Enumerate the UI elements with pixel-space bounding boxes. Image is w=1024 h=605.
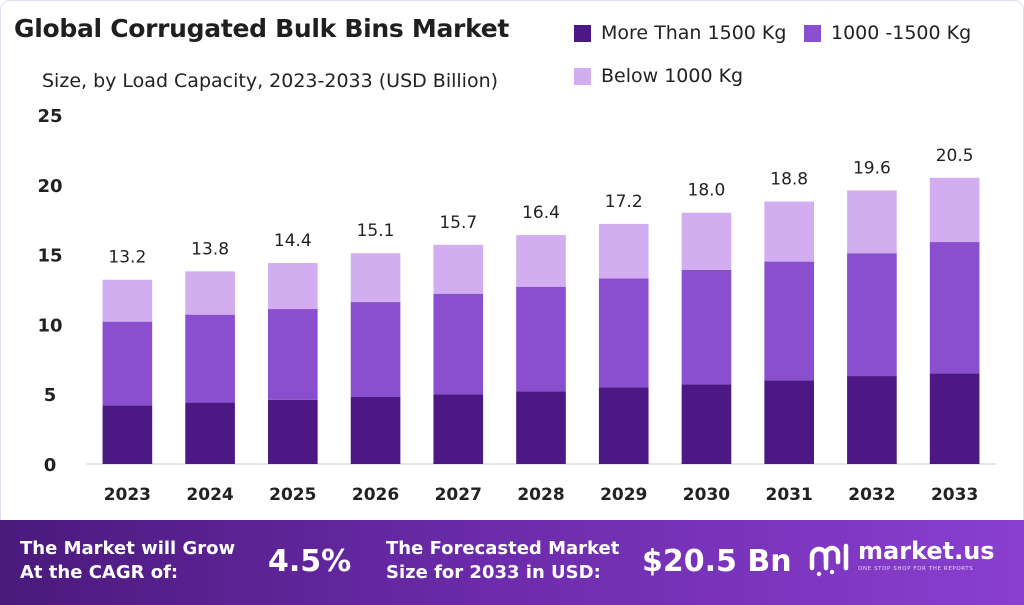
forecast-value: $20.5 Bn xyxy=(642,544,792,579)
forecast-label-line1: The Forecasted Market xyxy=(386,538,620,559)
chart-title: Global Corrugated Bulk Bins Market xyxy=(14,14,510,43)
bar-segment-2033-s2 xyxy=(929,177,980,243)
x-axis: 2023 2024 2025 2026 2027 2028 2029 2030 2031 2032… xyxy=(104,485,979,505)
x-tick-label-2028: 2028 xyxy=(517,485,564,505)
bar-segment-2026-s2 xyxy=(350,253,401,303)
total-label-2031: 18.8 xyxy=(770,170,808,190)
x-tick-label-2032: 2032 xyxy=(848,485,895,505)
total-label-2023: 13.2 xyxy=(108,248,146,268)
bar-segment-2032-s0 xyxy=(847,376,897,464)
bar-segment-2031-s1 xyxy=(764,261,814,381)
legend-swatch xyxy=(574,24,591,42)
brand: market.us ONE STOP SHOP FOR THE REPORTS xyxy=(808,538,995,578)
bar-segment-2029-s0 xyxy=(598,387,649,464)
bar-segment-2026-s0 xyxy=(350,396,401,464)
bar-segment-2028-s0 xyxy=(516,391,566,464)
x-tick-label-2025: 2025 xyxy=(269,485,316,505)
cagr-label-line1: The Market will Grow xyxy=(20,538,236,559)
legend-label: Below 1000 Kg xyxy=(601,65,744,87)
legend-item-below-1000: Below 1000 Kg xyxy=(574,65,743,87)
total-label-2026: 15.1 xyxy=(357,221,395,241)
total-labels: 13.2 13.8 14.4 15.1 15.7 16.4 17.2 18.0 18.8 19.6… xyxy=(108,146,973,268)
bars xyxy=(102,177,980,464)
brand-tagline: ONE STOP SHOP FOR THE REPORTS xyxy=(858,566,974,572)
bar-segment-2030-s0 xyxy=(681,384,732,464)
bar-segment-2023-s1 xyxy=(102,321,153,406)
total-label-2029: 17.2 xyxy=(605,192,643,212)
cagr-value: 4.5% xyxy=(268,544,352,579)
y-tick-label: 10 xyxy=(37,315,62,336)
bar-segment-2024-s0 xyxy=(185,402,235,464)
total-label-2030: 18.0 xyxy=(688,181,726,201)
bar-segment-2024-s2 xyxy=(185,271,235,315)
bar-segment-2023-s2 xyxy=(102,279,153,322)
bar-segment-2033-s0 xyxy=(929,373,980,464)
bar-segment-2028-s1 xyxy=(516,286,566,392)
bar-segment-2031-s0 xyxy=(764,380,814,464)
total-label-2033: 20.5 xyxy=(936,146,974,166)
footer-band: The Market will Grow At the CAGR of: 4.5… xyxy=(0,520,1024,605)
y-tick-label: 20 xyxy=(37,176,62,197)
brand-name: market.us xyxy=(858,537,995,565)
y-axis: 0 5 10 15 20 25 xyxy=(37,106,62,476)
legend-label: 1000 -1500 Kg xyxy=(831,22,972,44)
chart-subtitle: Size, by Load Capacity, 2023-2033 (USD B… xyxy=(42,70,499,92)
total-label-2028: 16.4 xyxy=(522,203,560,223)
brand-texts: market.us ONE STOP SHOP FOR THE REPORTS xyxy=(858,538,995,572)
x-tick-label-2027: 2027 xyxy=(435,485,482,505)
cagr-label-line2: At the CAGR of: xyxy=(20,562,179,583)
legend-swatch xyxy=(804,24,821,42)
y-tick-label: 5 xyxy=(44,385,57,406)
bar-segment-2028-s2 xyxy=(516,235,566,287)
y-tick-label: 0 xyxy=(44,455,57,476)
legend-swatch xyxy=(574,67,591,85)
bar-segment-2030-s1 xyxy=(681,269,732,385)
market-us-logo-icon xyxy=(809,543,849,577)
legend-item-more-than-1500: More Than 1500 Kg xyxy=(574,22,786,44)
bar-segment-2032-s1 xyxy=(847,253,897,377)
bar-segment-2031-s2 xyxy=(764,201,814,262)
bar-segment-2023-s0 xyxy=(102,405,153,464)
x-tick-label-2023: 2023 xyxy=(104,485,151,505)
legend-label: More Than 1500 Kg xyxy=(601,22,787,44)
bar-segment-2030-s2 xyxy=(681,212,732,270)
bar-segment-2026-s1 xyxy=(350,302,401,397)
x-tick-label-2030: 2030 xyxy=(683,485,730,505)
bar-segment-2027-s0 xyxy=(433,394,484,464)
x-tick-label-2033: 2033 xyxy=(931,485,978,505)
total-label-2024: 13.8 xyxy=(191,239,229,259)
x-tick-label-2026: 2026 xyxy=(352,485,399,505)
legend-item-1000-1500: 1000 -1500 Kg xyxy=(804,22,971,44)
cagr-label: The Market will Grow At the CAGR of: xyxy=(20,537,235,585)
x-tick-label-2024: 2024 xyxy=(186,485,233,505)
bar-segment-2025-s0 xyxy=(268,399,318,464)
bar-segment-2027-s2 xyxy=(433,244,484,294)
bar-segment-2025-s2 xyxy=(268,262,318,310)
y-tick-label: 15 xyxy=(37,246,62,267)
bar-segment-2032-s2 xyxy=(847,190,897,254)
x-tick-label-2029: 2029 xyxy=(600,485,647,505)
x-tick-label-2031: 2031 xyxy=(766,485,813,505)
total-label-2032: 19.6 xyxy=(853,158,891,178)
bar-segment-2024-s1 xyxy=(185,314,235,403)
bar-segment-2027-s1 xyxy=(433,293,484,395)
total-label-2027: 15.7 xyxy=(439,213,477,233)
bar-segment-2029-s1 xyxy=(598,278,649,388)
y-tick-label: 25 xyxy=(37,106,62,127)
forecast-label: The Forecasted Market Size for 2033 in U… xyxy=(386,537,619,585)
bar-segment-2025-s1 xyxy=(268,309,318,400)
forecast-label-line2: Size for 2033 in USD: xyxy=(386,562,601,583)
bar-segment-2029-s2 xyxy=(598,223,649,279)
bar-segment-2033-s1 xyxy=(929,242,980,374)
total-label-2025: 14.4 xyxy=(274,231,312,251)
